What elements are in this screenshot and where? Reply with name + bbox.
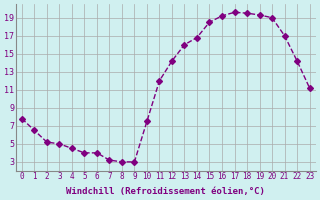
X-axis label: Windchill (Refroidissement éolien,°C): Windchill (Refroidissement éolien,°C) — [66, 187, 265, 196]
